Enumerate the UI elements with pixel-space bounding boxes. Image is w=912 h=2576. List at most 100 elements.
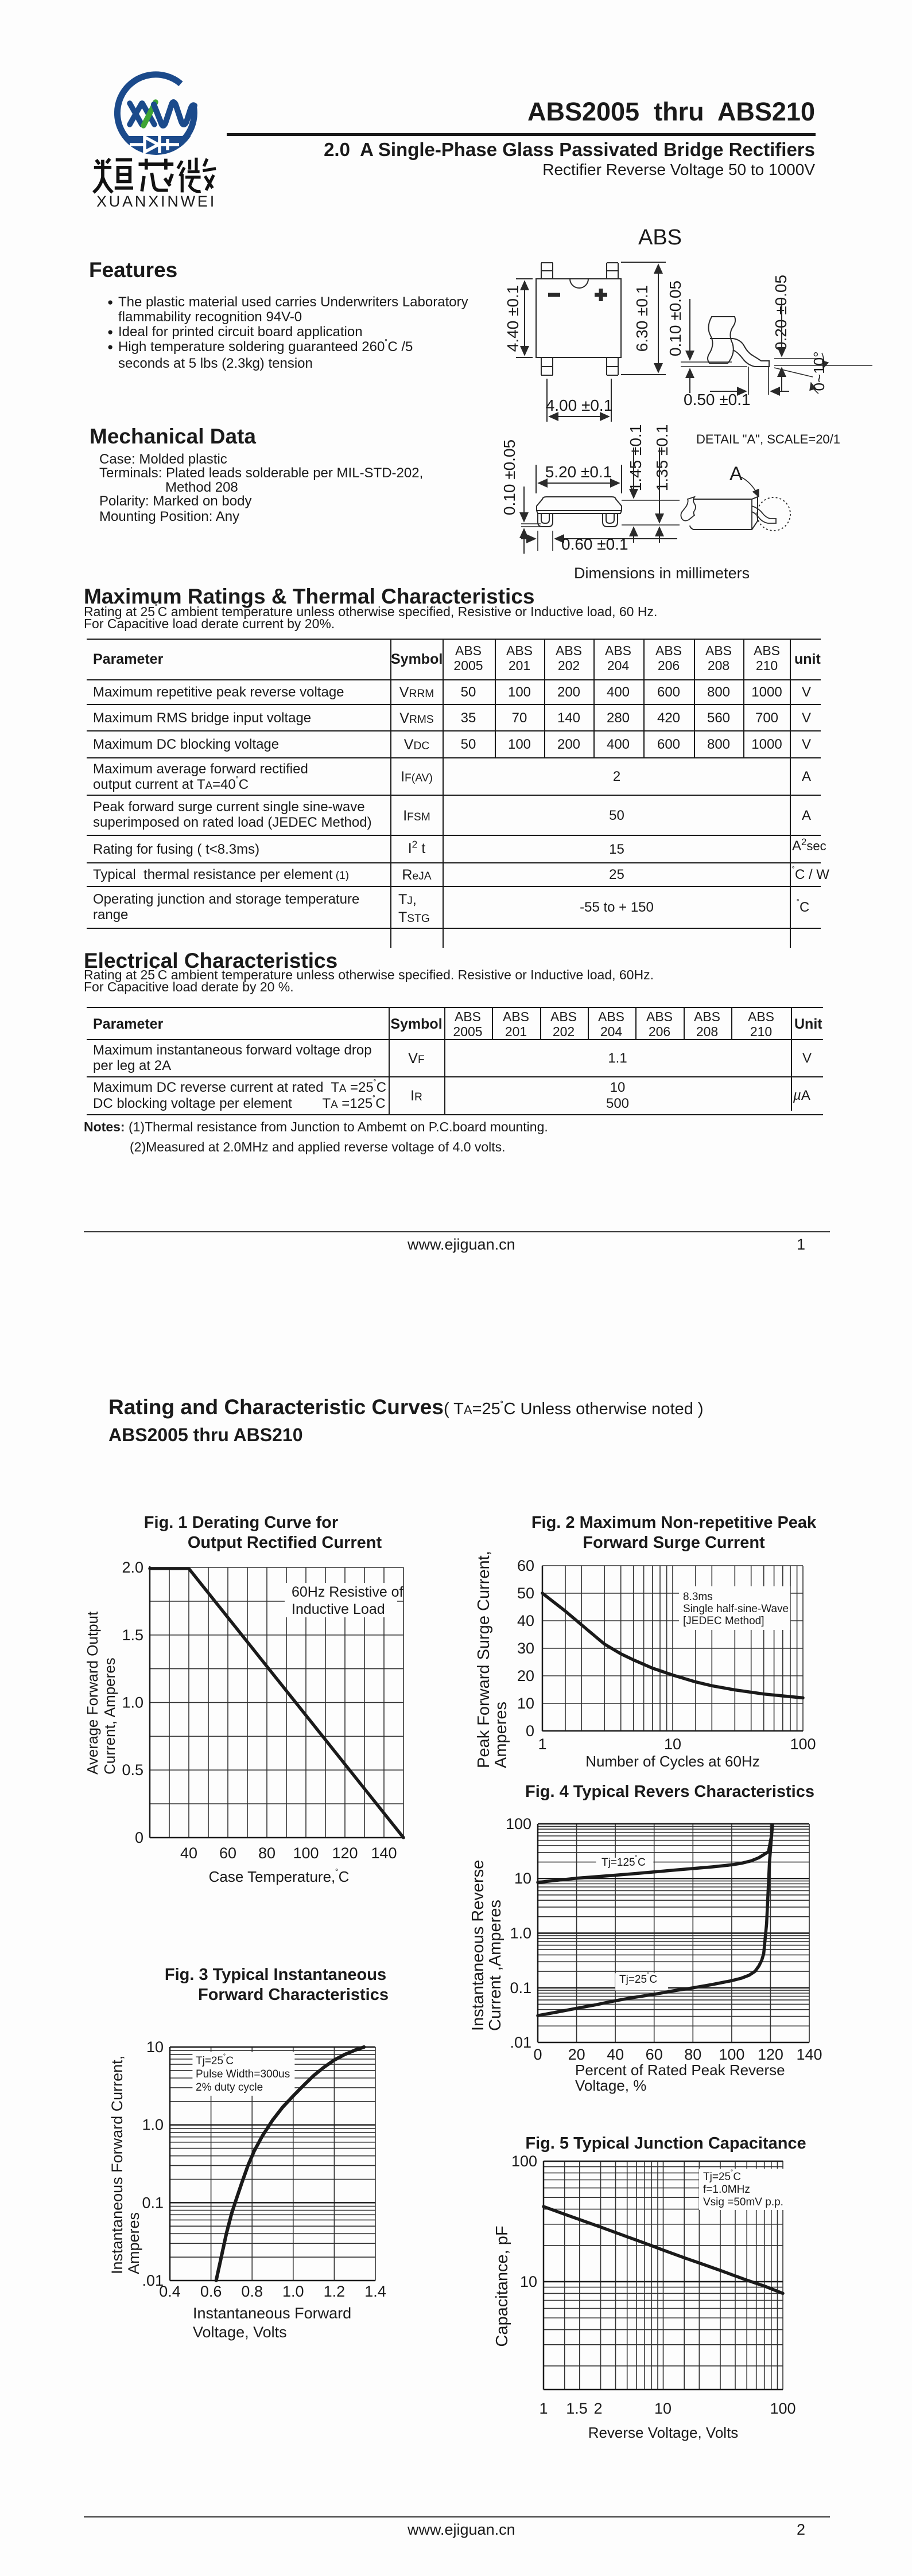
svg-text:0.8: 0.8 xyxy=(241,2283,263,2300)
svg-text:Current ,Amperes: Current ,Amperes xyxy=(486,1900,504,2031)
svg-text:0: 0 xyxy=(526,1722,534,1740)
svg-text:1: 1 xyxy=(538,1736,546,1753)
svg-text:10: 10 xyxy=(654,2400,672,2417)
svg-text:100: 100 xyxy=(293,1845,319,1862)
svg-text:100: 100 xyxy=(770,2400,795,2417)
svg-text:Fig. 3 Typical Instantaneous: Fig. 3 Typical Instantaneous xyxy=(165,1966,386,1984)
svg-text:Voltage, Volts: Voltage, Volts xyxy=(193,2324,287,2341)
svg-text:100: 100 xyxy=(790,1736,816,1753)
svg-text:0.5: 0.5 xyxy=(122,1761,143,1779)
svg-text:Average Forward Output: Average Forward Output xyxy=(84,1611,101,1775)
svg-text:Tj=25˚C: Tj=25˚C xyxy=(703,2169,741,2183)
svg-text:Instantaneous Forward: Instantaneous Forward xyxy=(193,2305,351,2322)
svg-text:Case Temperature,˚C: Case Temperature,˚C xyxy=(209,1868,350,1885)
svg-text:1.0: 1.0 xyxy=(282,2283,304,2300)
svg-text:Vsig =50mV p.p.: Vsig =50mV p.p. xyxy=(703,2196,783,2208)
svg-text:0.20 ±0.05: 0.20 ±0.05 xyxy=(772,275,790,351)
svg-text:60Hz Resistive of: 60Hz Resistive of xyxy=(292,1584,403,1600)
svg-text:4.40 ±0.1: 4.40 ±0.1 xyxy=(504,285,522,352)
svg-text:.01: .01 xyxy=(510,2034,531,2051)
svg-text:120: 120 xyxy=(758,2046,783,2063)
svg-text:5.20 ±0.1: 5.20 ±0.1 xyxy=(545,463,612,481)
svg-text:10: 10 xyxy=(146,2038,164,2056)
svg-text:Tj=125˚C: Tj=125˚C xyxy=(601,1854,646,1869)
svg-text:100: 100 xyxy=(506,1815,531,1832)
svg-text:0.1: 0.1 xyxy=(142,2194,164,2211)
svg-text:60: 60 xyxy=(646,2046,663,2063)
svg-text:1.4: 1.4 xyxy=(364,2283,386,2300)
svg-text:Inductive Load: Inductive Load xyxy=(292,1601,385,1617)
svg-text:Tj=25˚C: Tj=25˚C xyxy=(196,2053,234,2067)
svg-text:Amperes: Amperes xyxy=(492,1702,510,1768)
svg-text:1.2: 1.2 xyxy=(324,2283,346,2300)
svg-text:20: 20 xyxy=(517,1667,534,1684)
svg-text:1.0: 1.0 xyxy=(142,2116,164,2134)
svg-text:Voltage, %: Voltage, % xyxy=(575,2077,646,2094)
svg-text:Fig. 5 Typical Junction Capaci: Fig. 5 Typical Junction Capacitance xyxy=(525,2134,806,2153)
svg-text:4.00 ±0.1: 4.00 ±0.1 xyxy=(546,396,613,414)
svg-text:0.10 ±0.05: 0.10 ±0.05 xyxy=(666,281,684,356)
svg-text:Peak Forward Surge Current,: Peak Forward Surge Current, xyxy=(476,1551,493,1768)
svg-text:Instantaneous Forward Current,: Instantaneous Forward Current, xyxy=(108,2056,126,2274)
svg-text:Fig. 1 Derating Curve for: Fig. 1 Derating Curve for xyxy=(144,1513,338,1532)
svg-text:0.60 ±0.1: 0.60 ±0.1 xyxy=(561,535,628,553)
svg-text:0.50 ±0.1: 0.50 ±0.1 xyxy=(684,391,751,408)
svg-text:Output Rectified Current: Output Rectified Current xyxy=(188,1534,382,1552)
svg-text:140: 140 xyxy=(371,1845,397,1862)
svg-text:Forward Characteristics: Forward Characteristics xyxy=(198,1986,389,2004)
svg-text:50: 50 xyxy=(517,1585,534,1602)
svg-text:1.5: 1.5 xyxy=(122,1626,143,1644)
svg-text:100: 100 xyxy=(511,2153,537,2170)
svg-text:0~10°: 0~10° xyxy=(810,352,828,391)
svg-text:80: 80 xyxy=(258,1845,275,1862)
svg-text:20: 20 xyxy=(568,2046,585,2063)
svg-text:Number of Cycles at 60Hz: Number of Cycles at 60Hz xyxy=(585,1753,759,1770)
svg-text:40: 40 xyxy=(517,1612,534,1629)
svg-text:Single half-sine-Wave: Single half-sine-Wave xyxy=(683,1603,789,1615)
svg-text:0.1: 0.1 xyxy=(510,1979,531,1997)
svg-text:100: 100 xyxy=(719,2046,744,2063)
svg-text:8.3ms: 8.3ms xyxy=(683,1591,713,1603)
svg-text:Capacitance, pF: Capacitance, pF xyxy=(493,2225,511,2347)
svg-text:6.30 ±0.1: 6.30 ±0.1 xyxy=(633,285,651,352)
svg-text:Tj=25˚C: Tj=25˚C xyxy=(619,1971,657,1986)
svg-text:Amperes: Amperes xyxy=(125,2212,142,2274)
svg-text:10: 10 xyxy=(520,2273,537,2290)
svg-text:[JEDEC Method]: [JEDEC Method] xyxy=(683,1615,764,1627)
svg-text:0.6: 0.6 xyxy=(200,2283,222,2300)
svg-text:60: 60 xyxy=(219,1845,236,1862)
svg-text:1.0: 1.0 xyxy=(510,1925,531,1942)
svg-text:1.45 ±0.1: 1.45 ±0.1 xyxy=(627,425,645,492)
svg-text:Forward Surge Current: Forward Surge Current xyxy=(583,1534,765,1552)
svg-text:0: 0 xyxy=(135,1829,143,1846)
svg-text:60: 60 xyxy=(517,1557,534,1574)
svg-text:40: 40 xyxy=(607,2046,624,2063)
svg-text:10: 10 xyxy=(517,1695,534,1712)
svg-text:Reverse Voltage, Volts: Reverse Voltage, Volts xyxy=(588,2424,739,2441)
svg-text:Instantaneous Reverse: Instantaneous Reverse xyxy=(471,1860,487,2031)
svg-text:2: 2 xyxy=(593,2400,602,2417)
svg-text:80: 80 xyxy=(684,2046,701,2063)
svg-text:Fig. 2 Maximum Non-repetitive: Fig. 2 Maximum Non-repetitive Peak xyxy=(531,1513,817,1532)
svg-text:0.4: 0.4 xyxy=(159,2283,181,2300)
svg-text:30: 30 xyxy=(517,1640,534,1657)
svg-text:Pulse Width=300us: Pulse Width=300us xyxy=(196,2068,290,2080)
svg-text:2.0: 2.0 xyxy=(122,1559,143,1576)
svg-text:1.0: 1.0 xyxy=(122,1694,143,1711)
svg-text:10: 10 xyxy=(664,1736,681,1753)
svg-text:f=1.0MHz: f=1.0MHz xyxy=(703,2184,750,2196)
svg-text:DETAIL "A", SCALE=20/1: DETAIL "A", SCALE=20/1 xyxy=(696,432,840,446)
svg-text:120: 120 xyxy=(332,1845,358,1862)
svg-text:1.5: 1.5 xyxy=(566,2400,588,2417)
svg-text:40: 40 xyxy=(180,1845,197,1862)
svg-text:1.35 ±0.1: 1.35 ±0.1 xyxy=(653,425,671,492)
svg-text:140: 140 xyxy=(796,2046,822,2063)
svg-text:Current, Amperes: Current, Amperes xyxy=(101,1657,118,1775)
svg-text:.01: .01 xyxy=(142,2272,164,2289)
svg-text:Fig. 4 Typical Revers Characte: Fig. 4 Typical Revers Characteristics xyxy=(525,1783,814,1801)
svg-text:0.10 ±0.05: 0.10 ±0.05 xyxy=(500,439,518,515)
svg-text:2% duty cycle: 2% duty cycle xyxy=(196,2081,263,2094)
svg-text:A: A xyxy=(729,463,743,485)
svg-text:0: 0 xyxy=(533,2046,542,2063)
svg-text:1: 1 xyxy=(539,2400,548,2417)
